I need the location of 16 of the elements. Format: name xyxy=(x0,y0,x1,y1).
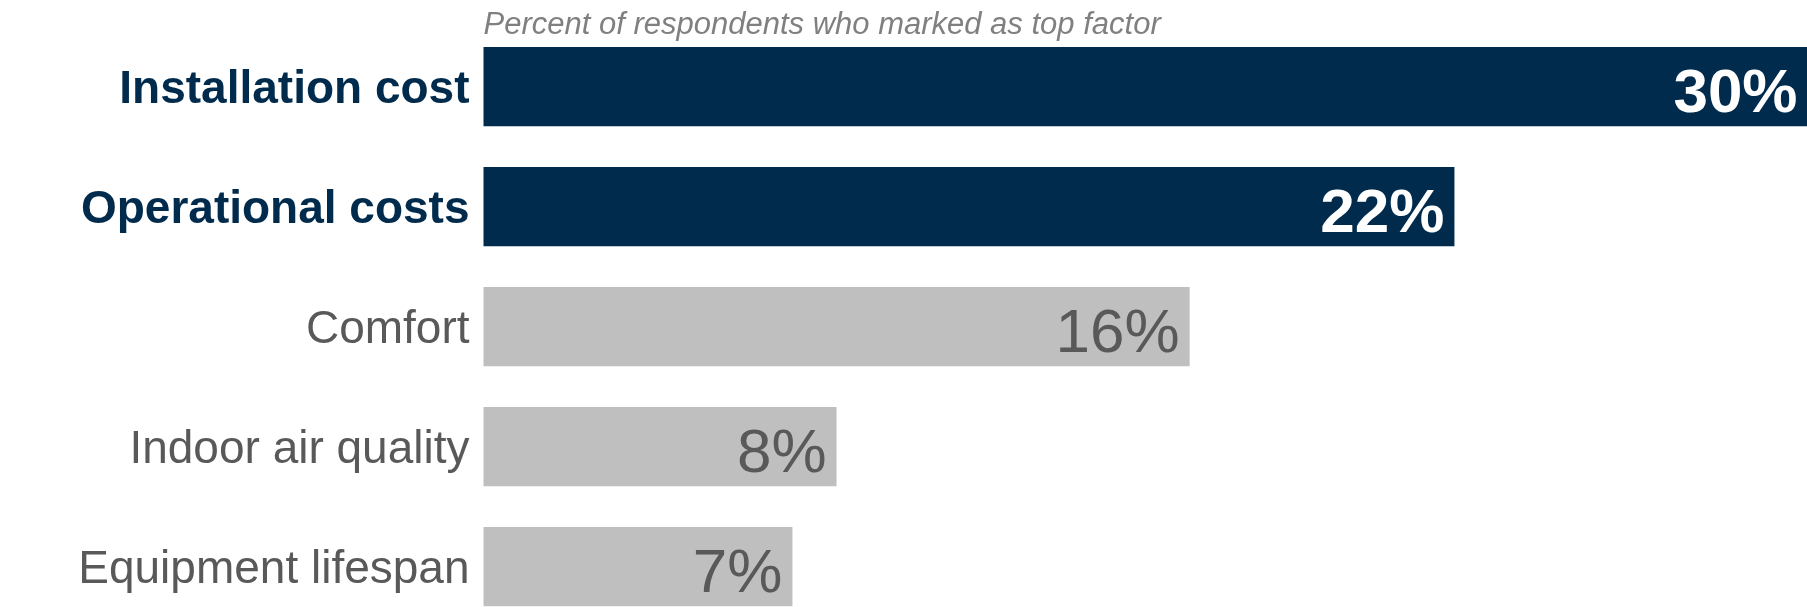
chart-title: Percent of respondents who marked as top factor xyxy=(483,5,1163,41)
data-label: 16% xyxy=(1055,296,1180,366)
data-label: 22% xyxy=(1320,176,1445,246)
data-label: 8% xyxy=(736,416,827,486)
y-tick-label: Operational costs xyxy=(80,180,470,233)
bar xyxy=(483,167,1455,247)
y-tick-label: Equipment lifespan xyxy=(78,540,470,593)
y-tick-label: Installation cost xyxy=(119,60,470,113)
data-label: 7% xyxy=(692,536,783,606)
y-tick-label: Comfort xyxy=(305,300,470,353)
bar xyxy=(483,47,1807,127)
data-label: 30% xyxy=(1673,56,1798,126)
bar xyxy=(483,527,793,607)
bar xyxy=(483,287,1190,367)
bar xyxy=(483,407,837,487)
y-tick-label: Indoor air quality xyxy=(129,420,470,473)
